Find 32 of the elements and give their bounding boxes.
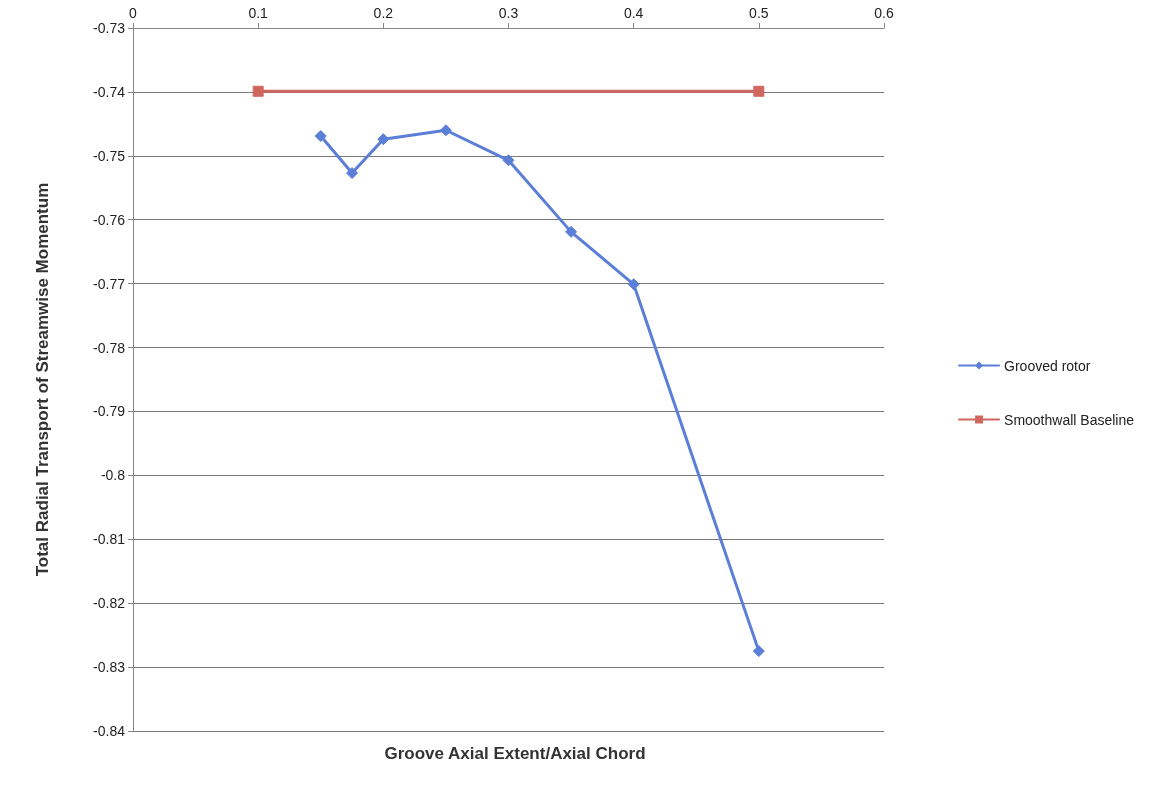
point	[252, 85, 264, 97]
x-axis-title: Groove Axial Extent/Axial Chord	[384, 744, 646, 763]
y-tick-label: -0.75	[93, 147, 126, 164]
y-tick-label: -0.81	[93, 531, 126, 548]
x-tick-label: 0.2	[373, 5, 394, 21]
y-tick-label: -0.78	[93, 339, 126, 356]
point	[627, 278, 640, 291]
x-tick-label: 0.5	[749, 5, 769, 21]
x-tick-label: 0	[129, 5, 138, 21]
x-tick-label: 0.6	[874, 5, 894, 21]
y-tick-label: -0.79	[93, 403, 126, 420]
y-tick-label: -0.73	[93, 20, 126, 36]
y-tick-label: -0.77	[93, 275, 126, 292]
y-tick-label: -0.76	[93, 211, 126, 228]
legend-label: Grooved rotor	[1004, 357, 1091, 374]
x-tick-label: 0.4	[623, 5, 644, 21]
x-tick-label: 0.1	[248, 5, 269, 21]
point	[314, 130, 327, 143]
point	[753, 85, 765, 97]
y-axis-title: Total Radial Transport of Streamwise Momentum	[33, 182, 52, 577]
y-tick-label: -0.8	[100, 467, 126, 484]
x-tick-label: 0.3	[498, 5, 519, 21]
y-tick-label: -0.84	[93, 723, 126, 739]
y-tick-label: -0.74	[93, 83, 126, 100]
y-tick-label: -0.83	[93, 659, 126, 676]
point	[565, 225, 578, 238]
point	[346, 167, 359, 180]
point	[752, 645, 765, 658]
point	[439, 124, 452, 137]
y-tick-label: -0.82	[93, 595, 126, 612]
point	[502, 154, 515, 167]
legend-label: Smoothwall Baseline	[1004, 411, 1135, 428]
